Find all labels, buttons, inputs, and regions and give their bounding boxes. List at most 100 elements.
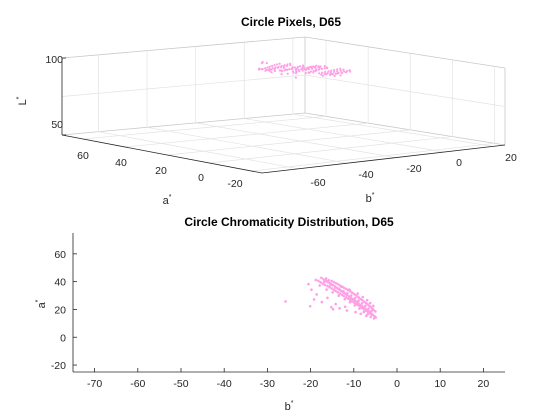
scatter-point	[365, 314, 368, 318]
scatter-point-3d	[273, 67, 276, 70]
a-tick-40: 40	[115, 157, 127, 169]
scatter-point-3d	[260, 62, 264, 65]
scatter-point-3d	[294, 72, 298, 75]
axes-2d: Circle Chromaticity Distribution, D65 -7…	[35, 215, 505, 413]
scatter-point	[320, 300, 324, 304]
scatter-point-3d	[323, 67, 326, 70]
scatter-point-3d	[329, 73, 332, 76]
scatter-point	[371, 304, 375, 308]
scatter-point-3d	[334, 72, 337, 75]
wall-grid-l	[61, 74, 506, 107]
floor-grid-a	[251, 142, 495, 172]
y-ticks-2d: 60 40 20 0 -20	[51, 249, 77, 372]
scatter-point-3d	[304, 71, 307, 75]
scatter-point-3d	[265, 61, 268, 65]
scatter-point	[312, 298, 316, 301]
scatter-point-3d	[294, 68, 297, 71]
x-tick-label: -30	[260, 378, 275, 390]
scatter-point	[336, 283, 340, 286]
x-tick-label: -70	[87, 378, 102, 390]
l-tick-100: 100	[45, 54, 63, 66]
scatter-point-3d	[289, 63, 292, 67]
scatter-point-3d	[270, 68, 273, 71]
scatter-point	[318, 284, 321, 287]
scatter-point-3d	[344, 71, 348, 74]
scatter-point	[348, 288, 351, 291]
scatter-point-3d	[264, 67, 267, 70]
floor-grid-b	[98, 131, 299, 170]
b-axis-label: b*	[366, 192, 375, 205]
scatter-point-3d	[339, 74, 342, 77]
scatter-point-3d	[264, 69, 267, 72]
scatter-point-3d	[301, 69, 304, 72]
scatter-point	[367, 307, 370, 310]
scatter-point	[362, 308, 366, 311]
scatter-point	[337, 294, 340, 297]
scatter-point	[361, 298, 364, 302]
scatter-point	[359, 312, 363, 316]
x-tick-label: 20	[478, 378, 490, 390]
chart2-title: Circle Chromaticity Distribution, D65	[184, 215, 394, 229]
scatter-point	[366, 303, 369, 306]
scatter-point	[337, 287, 341, 291]
scatter-point	[372, 308, 375, 312]
a-tick-20: 20	[155, 165, 167, 177]
scatter-point	[350, 300, 354, 303]
y-tick-label: 0	[60, 332, 66, 344]
scatter-point	[339, 285, 343, 288]
floor-grid-a	[209, 136, 453, 164]
scatter-point-3d	[290, 67, 293, 71]
scatter-point	[319, 281, 322, 284]
scatter-point-3d	[336, 70, 339, 73]
scatter-point	[331, 291, 334, 294]
scatter-point	[320, 276, 323, 280]
x-tick-label: -40	[217, 378, 232, 390]
floor-grid-a	[167, 129, 411, 156]
scatter-point	[360, 306, 364, 310]
scatter-point	[334, 302, 337, 306]
scatter-point-3d	[339, 69, 342, 72]
scatter-point-3d	[336, 68, 339, 71]
scatter-point	[324, 277, 328, 280]
l-tick-50: 50	[51, 119, 63, 131]
x-tick-label: -60	[130, 378, 145, 390]
scatter-point	[310, 288, 313, 292]
scatter-point	[334, 289, 337, 293]
scatter-point	[323, 280, 326, 284]
scatter-point	[334, 282, 338, 285]
y-tick-label: 20	[54, 304, 66, 316]
scatter-point-3d	[340, 72, 344, 75]
scatter-point-3d	[333, 68, 336, 72]
scatter-point-3d	[323, 72, 326, 76]
scatter-point	[346, 297, 350, 301]
points-3d	[257, 61, 352, 79]
scatter-point	[366, 310, 370, 314]
scatter-point-3d	[333, 74, 336, 78]
floor-grid-b	[292, 113, 493, 147]
scatter-point-3d	[276, 66, 280, 69]
axes-3d-frame	[61, 36, 506, 146]
a-tick-neg20: -20	[227, 178, 242, 190]
scatter-point-3d	[312, 71, 315, 74]
scatter-point-3d	[323, 64, 326, 68]
scatter-point	[356, 292, 359, 295]
scatter-point-3d	[278, 69, 281, 72]
scatter-point	[364, 309, 368, 313]
b-tick-neg60: -60	[310, 177, 325, 189]
l-axis-label: L*	[16, 96, 29, 105]
scatter-point-3d	[266, 66, 269, 69]
scatter-point	[370, 313, 374, 317]
scatter-point	[338, 292, 342, 295]
scatter-point-3d	[309, 70, 312, 73]
scatter-point-3d	[314, 69, 317, 73]
scatter-point	[358, 307, 361, 310]
scatter-point	[345, 309, 349, 312]
floor-grid-b	[244, 118, 445, 153]
x-axis-label-2d: b*	[285, 400, 294, 413]
scatter-point	[346, 292, 349, 295]
scatter-point-3d	[294, 76, 297, 79]
scatter-point	[326, 296, 329, 300]
scatter-point-3d	[305, 68, 308, 71]
scatter-point-3d	[286, 72, 289, 75]
scatter-point	[352, 292, 356, 296]
